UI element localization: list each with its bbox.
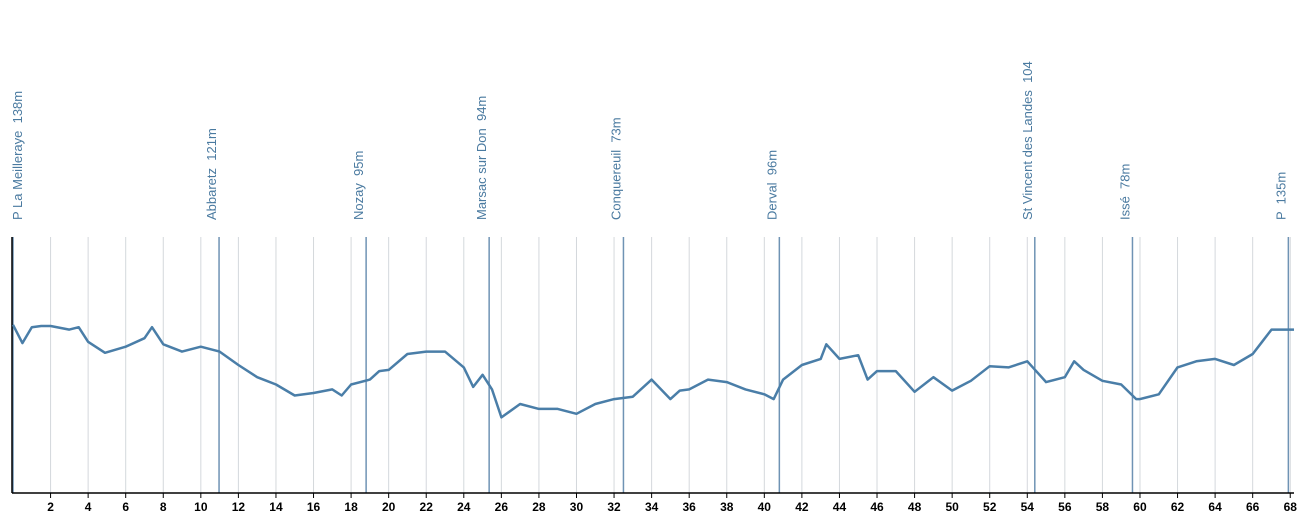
x-tick-label: 20 — [382, 500, 396, 514]
x-tick-label: 18 — [344, 500, 358, 514]
x-tick-label: 38 — [720, 500, 734, 514]
x-tick-label: 30 — [570, 500, 584, 514]
x-tick-label: 12 — [232, 500, 246, 514]
x-tick-label: 44 — [833, 500, 847, 514]
x-tick-label: 54 — [1021, 500, 1035, 514]
x-tick-label: 66 — [1246, 500, 1260, 514]
x-tick-label: 58 — [1096, 500, 1110, 514]
x-tick-label: 6 — [122, 500, 129, 514]
x-tick-label: 56 — [1058, 500, 1072, 514]
x-tick-label: 32 — [607, 500, 621, 514]
x-tick-label: 34 — [645, 500, 659, 514]
x-tick-label: 36 — [683, 500, 697, 514]
waypoint-label: Abbaretz 121m — [204, 128, 219, 220]
x-tick-label: 10 — [194, 500, 208, 514]
waypoint-label: P La Meilleraye 138m — [10, 91, 25, 220]
x-tick-label: 52 — [983, 500, 997, 514]
waypoint-label: Marsac sur Don 94m — [474, 96, 489, 220]
x-tick-label: 22 — [420, 500, 434, 514]
x-tick-label: 28 — [532, 500, 546, 514]
waypoint-label: P 135m — [1273, 172, 1288, 220]
x-tick-label: 8 — [160, 500, 167, 514]
x-tick-label: 60 — [1133, 500, 1147, 514]
x-tick-label: 50 — [945, 500, 959, 514]
x-tick-label: 68 — [1284, 500, 1298, 514]
elevation-line — [11, 324, 1294, 419]
x-tick-label: 2 — [47, 500, 54, 514]
x-tick-label: 4 — [85, 500, 92, 514]
waypoint-label: St Vincent des Landes 104 — [1020, 61, 1035, 220]
x-tick-label: 64 — [1208, 500, 1222, 514]
waypoint-label: Nozay 95m — [351, 151, 366, 220]
x-tick-label: 42 — [795, 500, 809, 514]
x-tick-label: 26 — [495, 500, 509, 514]
x-tick-label: 16 — [307, 500, 321, 514]
x-tick-label: 62 — [1171, 500, 1185, 514]
waypoint-label: Derval 96m — [764, 150, 779, 220]
waypoint-label: Issé 78m — [1117, 164, 1132, 220]
x-tick-label: 46 — [870, 500, 884, 514]
x-tick-label: 48 — [908, 500, 922, 514]
x-tick-label: 40 — [758, 500, 772, 514]
x-tick-label: 14 — [269, 500, 283, 514]
x-tick-label: 24 — [457, 500, 471, 514]
waypoint-label: Conquereuil 73m — [608, 117, 623, 220]
